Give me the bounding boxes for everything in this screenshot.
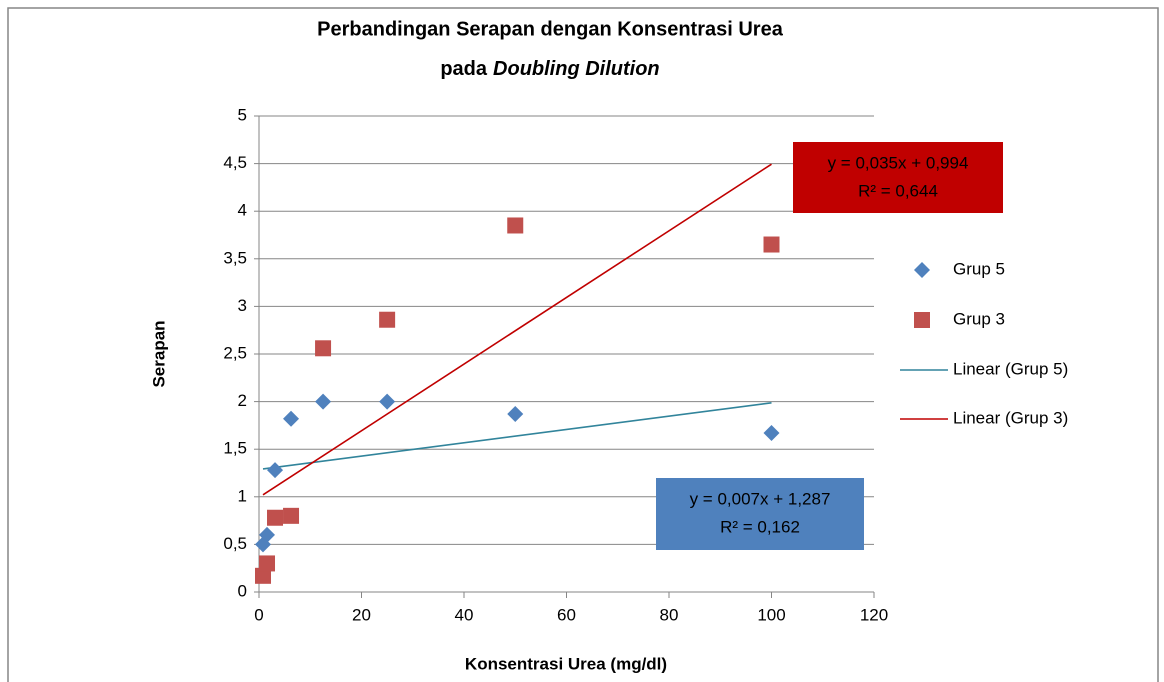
point <box>255 567 272 584</box>
y-tick-label: 1 <box>238 486 247 505</box>
x-tick-label: 0 <box>254 605 263 624</box>
trendline-r2: R² = 0,644 <box>858 181 938 200</box>
chart-subtitle: pada Doubling Dilution <box>440 58 659 80</box>
chart-title: Perbandingan Serapan dengan Konsentrasi … <box>317 18 784 40</box>
point <box>379 311 396 328</box>
legend-label: Grup 5 <box>953 259 1005 278</box>
x-axis-label: Konsentrasi Urea (mg/dl) <box>465 654 667 673</box>
point <box>315 340 332 357</box>
x-tick-label: 100 <box>757 605 785 624</box>
y-tick-label: 3 <box>238 296 247 315</box>
equation-box <box>656 478 864 550</box>
trendline <box>262 402 772 470</box>
trendline-r2: R² = 0,162 <box>720 517 800 536</box>
legend-label: Linear (Grup 3) <box>953 408 1068 427</box>
legend-marker <box>914 312 930 328</box>
x-tick-label: 40 <box>455 605 474 624</box>
y-tick-label: 0 <box>238 581 247 600</box>
point <box>259 555 276 572</box>
point <box>267 462 284 479</box>
x-tick-label: 80 <box>660 605 679 624</box>
point <box>763 236 780 253</box>
y-tick-label: 0,5 <box>223 534 247 553</box>
y-tick-label: 1,5 <box>223 439 247 458</box>
trendline <box>262 163 772 496</box>
point <box>283 410 300 427</box>
point <box>507 217 524 234</box>
y-tick-label: 4 <box>238 201 247 220</box>
trendline-equation: y = 0,007x + 1,287 <box>690 489 831 508</box>
y-axis-label: Serapan <box>149 320 168 387</box>
y-tick-label: 2 <box>238 391 247 410</box>
subtitle-italic: Doubling Dilution <box>493 58 660 80</box>
equation-box <box>793 142 1003 213</box>
legend-label: Linear (Grup 5) <box>953 359 1068 378</box>
legend-label: Grup 3 <box>953 309 1005 328</box>
y-tick-label: 4,5 <box>223 153 247 172</box>
point <box>283 507 300 524</box>
point <box>507 405 524 422</box>
x-tick-label: 60 <box>557 605 576 624</box>
trendline-equation: y = 0,035x + 0,994 <box>828 153 969 172</box>
subtitle-part: pada <box>440 58 488 80</box>
y-tick-label: 2,5 <box>223 343 247 362</box>
legend-marker <box>914 262 930 278</box>
point <box>315 393 332 410</box>
x-tick-label: 20 <box>352 605 371 624</box>
point <box>763 425 780 442</box>
y-tick-label: 5 <box>238 105 247 124</box>
point <box>259 526 276 543</box>
chart-frame <box>7 7 1159 682</box>
x-tick-label: 120 <box>860 605 888 624</box>
point <box>267 509 284 526</box>
y-tick-label: 3,5 <box>223 248 247 267</box>
point <box>379 393 396 410</box>
